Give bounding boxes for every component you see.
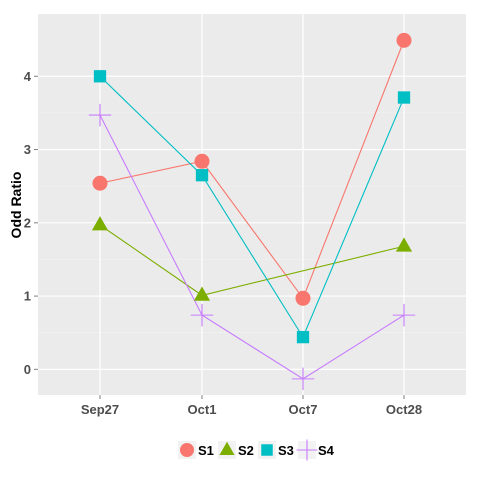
series-line-s3 <box>99 75 405 339</box>
data-point-s3 <box>93 70 107 83</box>
y-tick-label: 1 <box>24 289 31 304</box>
series-line-s4 <box>99 114 405 380</box>
legend: S1 S2 S3 S4 <box>178 439 335 461</box>
major-gridlines <box>38 14 466 395</box>
minor-gridlines <box>38 112 466 334</box>
data-point-s3 <box>397 91 411 104</box>
x-tick-label: Sep27 <box>81 402 119 417</box>
y-tick-label: 2 <box>24 215 31 230</box>
legend-label-s1: S1 <box>198 443 214 458</box>
x-axis-tick-labels: Sep27 Oct1 Oct7 Oct28 <box>81 402 422 417</box>
x-tick-label: Oct1 <box>188 402 217 417</box>
data-point-s3 <box>195 169 209 182</box>
y-tick-label: 4 <box>24 69 32 84</box>
data-point-s4 <box>88 103 112 127</box>
axis-ticks <box>34 75 405 399</box>
data-point-s1 <box>194 153 210 169</box>
y-axis-title: Odd Ratio <box>8 172 24 239</box>
legend-marker-s3 <box>261 444 273 456</box>
x-tick-label: Oct28 <box>386 402 422 417</box>
data-point-s2 <box>91 216 109 231</box>
data-point-s4 <box>190 303 214 327</box>
legend-marker-s2 <box>219 441 235 456</box>
legend-label-s3: S3 <box>278 443 294 458</box>
series-points <box>88 32 416 391</box>
x-tick-label: Oct7 <box>289 402 318 417</box>
y-tick-label: 0 <box>24 362 31 377</box>
data-point-s2 <box>193 286 211 301</box>
data-point-s3 <box>296 330 310 344</box>
data-point-s4 <box>392 303 416 327</box>
data-point-s1 <box>295 290 311 306</box>
data-point-s2 <box>395 237 413 252</box>
data-point-s1 <box>92 175 108 191</box>
y-axis-tick-labels: 0 1 2 3 4 <box>24 69 32 377</box>
legend-marker-s1 <box>180 443 194 457</box>
legend-label-s4: S4 <box>318 443 335 458</box>
legend-label-s2: S2 <box>238 443 254 458</box>
plot-panel <box>38 14 466 395</box>
y-tick-label: 3 <box>24 142 31 157</box>
series-line-s1 <box>99 40 405 300</box>
data-point-s4 <box>291 367 315 391</box>
legend-marker-s4 <box>296 439 318 461</box>
data-point-s1 <box>396 32 412 48</box>
